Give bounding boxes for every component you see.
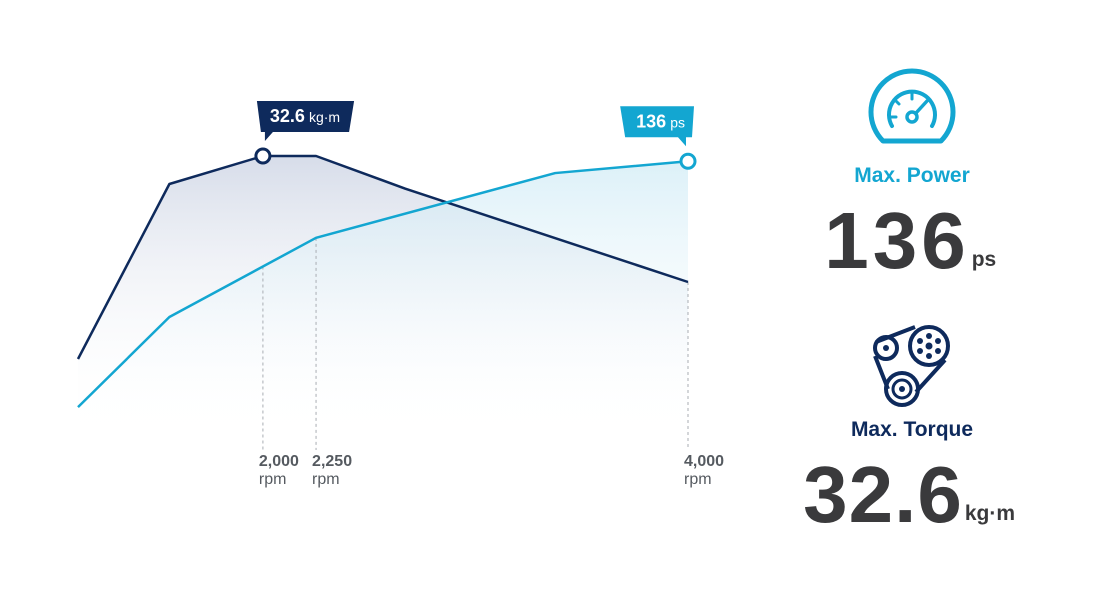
callout-unit: kg·m	[309, 109, 340, 125]
x-tick-label: 2,250	[312, 453, 352, 470]
x-tick-label: 2,000	[259, 453, 299, 470]
x-tick-label: 4,000	[684, 453, 724, 470]
area-layer	[78, 156, 688, 430]
power-icon	[868, 68, 956, 144]
callout-text: 136 ps	[636, 111, 685, 131]
max-torque-value: 32.6	[803, 450, 963, 539]
torque-heading: Max. Torque	[851, 418, 973, 441]
callout-box	[620, 106, 694, 147]
line	[76, 154, 689, 360]
callout-unit: ps	[670, 114, 685, 130]
line	[77, 160, 689, 409]
x-tick-unit: rpm	[684, 471, 712, 488]
callout-text: 32.6 kg·m	[270, 106, 340, 126]
callout-layer: 32.6 kg·m 136 ps	[256, 101, 694, 147]
power-heading: Max. Power	[854, 164, 970, 187]
area	[78, 161, 688, 430]
peak-callout: 32.6 kg·m	[256, 101, 355, 141]
peak-marker	[254, 147, 272, 165]
line-layer	[76, 147, 697, 409]
callout-value: 32.6	[270, 106, 305, 126]
x-tick-unit: rpm	[259, 471, 287, 488]
x-tick-unit: rpm	[312, 471, 340, 488]
callout-value: 136	[636, 111, 666, 131]
peak-marker	[679, 152, 697, 170]
torque-icon	[873, 325, 950, 407]
max-power-unit: ps	[972, 248, 997, 271]
callout-box	[256, 101, 355, 141]
peak-callout: 136 ps	[620, 106, 694, 147]
max-torque-unit: kg·m	[965, 502, 1015, 525]
max-power-value: 136	[824, 196, 969, 285]
